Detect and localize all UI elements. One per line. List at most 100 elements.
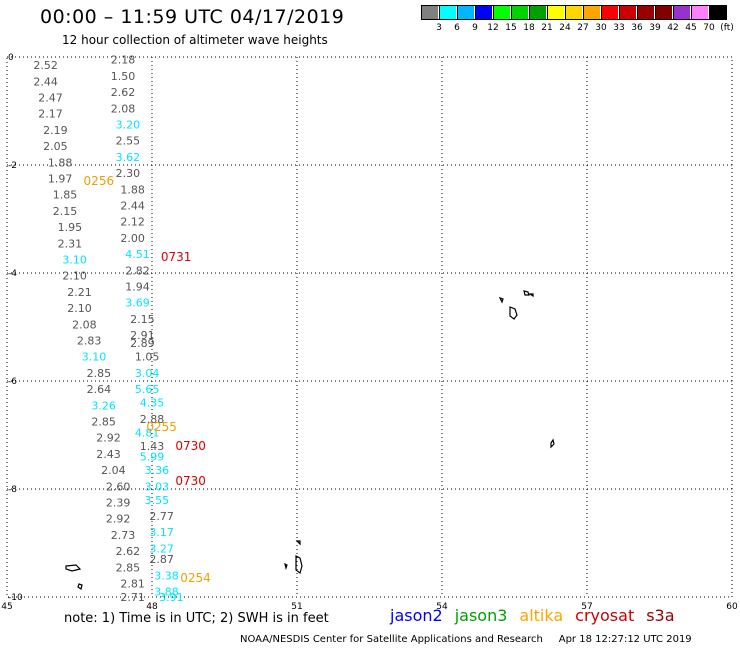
wave-height-label: 4.51 xyxy=(125,248,150,261)
wave-height-label: 2.64 xyxy=(87,383,112,396)
wave-height-label: 3.62 xyxy=(116,151,141,164)
island-outline xyxy=(523,290,534,298)
island-outline xyxy=(550,438,555,449)
y-tick-label: -8 xyxy=(8,485,17,495)
legend-swatch xyxy=(709,5,726,20)
wave-height-label: 2.19 xyxy=(43,124,68,137)
pass-time-label: 0256 xyxy=(84,174,115,188)
legend-label: 18 xyxy=(523,23,535,33)
wave-height-label: 3.88 xyxy=(154,586,179,599)
legend-label: (ft) xyxy=(720,23,734,33)
island-outline xyxy=(284,562,288,571)
wave-height-label: 2.55 xyxy=(116,135,141,148)
wave-height-label: 3.27 xyxy=(149,542,174,555)
wave-height-label: 2.85 xyxy=(91,416,116,429)
pass-time-label: 0731 xyxy=(161,250,192,264)
map-grid xyxy=(7,57,732,597)
x-tick-label: 60 xyxy=(726,602,738,612)
wave-height-label: 3.20 xyxy=(116,119,141,132)
x-tick-label: 54 xyxy=(436,602,448,612)
island-outline xyxy=(509,306,518,320)
satellite-legend-altika: altika xyxy=(519,606,564,625)
legend-swatch xyxy=(475,5,492,20)
wave-height-label: 3.17 xyxy=(149,526,174,539)
wave-height-label: 2.15 xyxy=(130,313,155,326)
island-outline xyxy=(295,540,301,546)
wave-height-label: 2.39 xyxy=(106,497,131,510)
wave-height-label: 2.60 xyxy=(106,480,131,493)
wave-height-label: 2.15 xyxy=(53,205,78,218)
satellite-legend-cryosat: cryosat xyxy=(575,606,635,625)
wave-height-label: 2.82 xyxy=(125,264,150,277)
legend-label: 12 xyxy=(487,23,499,33)
pass-time-label: 0730 xyxy=(175,474,206,488)
x-tick-label: 48 xyxy=(146,602,158,612)
legend-label: 27 xyxy=(577,23,589,33)
legend-label: 39 xyxy=(649,23,661,33)
wave-height-label: 2.21 xyxy=(67,286,92,299)
wave-height-label: 2.52 xyxy=(33,59,58,72)
wave-height-label: 2.04 xyxy=(101,464,126,477)
legend-label: 6 xyxy=(454,23,460,33)
legend-swatch xyxy=(619,5,636,20)
legend-label: 21 xyxy=(541,23,553,33)
legend-swatch xyxy=(547,5,564,20)
x-tick-label: 57 xyxy=(581,602,592,612)
satellite-legend-s3a: s3a xyxy=(646,606,675,625)
legend-label: 9 xyxy=(472,23,478,33)
legend-swatch xyxy=(565,5,582,20)
legend-swatch xyxy=(493,5,510,20)
wave-height-label: 3.04 xyxy=(135,367,160,380)
wave-height-label: 2.71 xyxy=(120,591,145,604)
legend-label: 24 xyxy=(559,23,571,33)
legend-label: 15 xyxy=(505,23,517,33)
pass-times: 0256 0731 0255 0730 0730 0254 xyxy=(84,174,211,585)
wave-height-label: 1.85 xyxy=(53,189,78,202)
wave-height-label: 1.88 xyxy=(120,183,145,196)
island-outline xyxy=(295,555,303,575)
legend-swatch xyxy=(457,5,474,20)
legend-label: 33 xyxy=(613,23,625,33)
wave-height-label: 5.99 xyxy=(140,451,165,464)
wave-height-label: 2.92 xyxy=(96,432,121,445)
wave-height-label: 3.69 xyxy=(125,297,150,310)
wave-height-label: 2.62 xyxy=(111,86,136,99)
map-border xyxy=(6,56,733,598)
legend-frame xyxy=(421,5,727,20)
wave-height-label: 2.12 xyxy=(120,216,145,229)
wave-height-label: 2.83 xyxy=(77,335,102,348)
legend-label: 42 xyxy=(667,23,679,33)
wave-height-label: 2.85 xyxy=(116,561,141,574)
footer-credit: NOAA/NESDIS Center for Satellite Applica… xyxy=(240,634,692,645)
wave-height-label: 4.35 xyxy=(140,397,165,410)
legend-label: 36 xyxy=(631,23,643,33)
wave-height-label: 1.95 xyxy=(58,221,83,234)
island-outline xyxy=(77,583,83,590)
wave-height-label: 1.97 xyxy=(48,173,73,186)
map-frame xyxy=(6,56,733,598)
legend-swatch xyxy=(673,5,690,20)
wave-height-label: 1.43 xyxy=(140,440,165,453)
wave-height-label: 2.87 xyxy=(149,553,174,566)
wave-height-label: 3.10 xyxy=(82,351,107,364)
wave-height-label: 3.91 xyxy=(159,591,184,604)
y-tick-label: -4 xyxy=(8,269,17,279)
wave-height-label: 2.00 xyxy=(120,232,145,245)
wave-height-label: 1.88 xyxy=(48,156,73,169)
island-outline xyxy=(65,564,82,572)
satellite-legend-jason2: jason2 xyxy=(390,606,443,625)
wave-height-label: 3.10 xyxy=(62,254,87,267)
legend-swatch xyxy=(637,5,654,20)
y-tick-label: -6 xyxy=(8,377,17,387)
wave-height-label: 2.10 xyxy=(62,270,87,283)
wave-height-label: 1.94 xyxy=(125,281,150,294)
wave-height-label: 3.26 xyxy=(91,399,116,412)
wave-height-label: 2.17 xyxy=(38,108,63,121)
footer-note: note: 1) Time is in UTC; 2) SWH is in fe… xyxy=(64,611,329,626)
wave-height-label: 2.43 xyxy=(96,448,121,461)
legend-swatch xyxy=(529,5,546,20)
satellite-legend: jason2 jason3 altika cryosat s3a xyxy=(390,606,687,625)
y-tick-label: -10 xyxy=(8,593,23,603)
legend-swatch xyxy=(511,5,528,20)
